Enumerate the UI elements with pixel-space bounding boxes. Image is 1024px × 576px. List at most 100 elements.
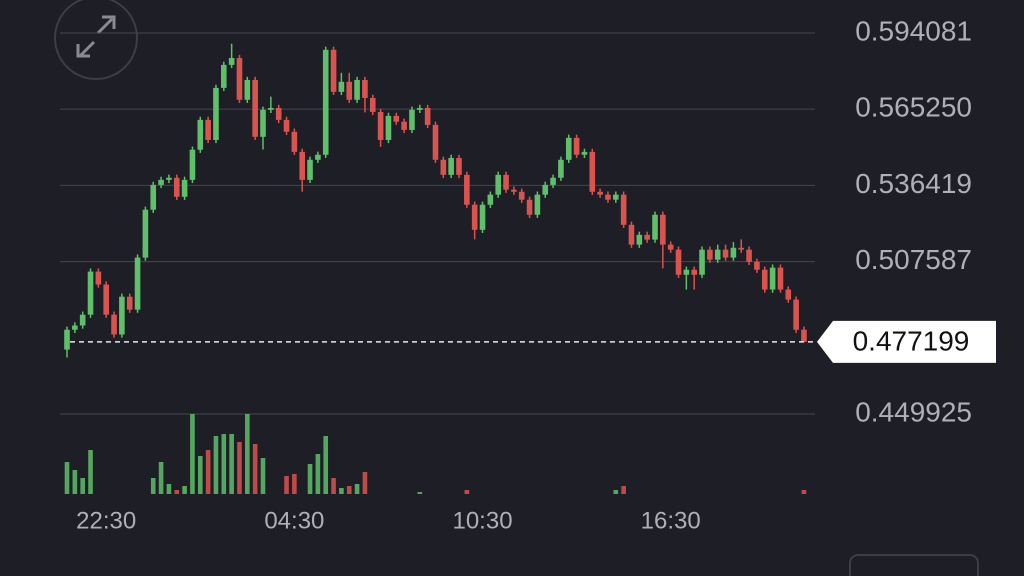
candle-body [495,174,501,195]
candle-body [95,271,102,285]
volume-bar [464,490,470,494]
candle-body [134,257,141,310]
candle-body [268,107,274,110]
y-tick-label: 0.507587 [855,244,972,275]
y-tick-label: 0.536419 [855,168,972,199]
candle-body [228,58,235,65]
candle-body [197,119,204,150]
candle-body [761,269,768,290]
volume-bar [252,444,258,494]
volume-bar [158,462,164,494]
candle-body [526,199,533,215]
candle-body [244,79,251,100]
candle-body [283,119,290,132]
candle-body [150,184,157,210]
candle-body [111,314,117,335]
candle-body [385,115,392,140]
last-price-label: 0.477199 [853,325,970,356]
candle-body [620,194,627,225]
candle-body [746,249,752,262]
candle-body [417,107,423,110]
candle-body [307,159,313,180]
candle-body [221,64,227,88]
volume-bar [88,450,93,494]
candle-body [362,79,368,98]
candle-body [369,97,376,112]
candle-body [315,154,321,160]
volume-bar [354,484,360,494]
volume-bar [80,478,85,494]
y-tick-label: 0.449925 [855,396,972,427]
candle-body [511,189,517,192]
volume-bar [362,472,368,494]
volume-bar [72,470,78,494]
candle-body [589,151,596,192]
volume-bar [190,414,195,494]
candle-body [126,296,133,310]
candle-body [338,81,345,92]
candle-body [660,214,666,245]
y-tick-label: 0.594081 [855,15,972,46]
candle-body [636,234,643,245]
candle-body [205,119,211,140]
candle-body [565,137,572,160]
candle-body [801,329,807,342]
candle-body [550,177,556,185]
volume-bar [182,486,187,494]
volume-bar [237,442,242,494]
volume-bar [323,436,329,494]
candle-body [299,151,305,180]
x-tick-label: 22:30 [76,507,136,534]
candle-body [189,149,196,180]
expand-icon [76,15,116,58]
candle-body [683,269,690,275]
volume-bar [260,458,266,494]
volume-bar [205,450,211,494]
volume-bar [331,478,336,494]
candle-body [440,159,447,175]
candle-body [64,329,70,350]
candle-body [487,194,494,205]
volume-bar [174,490,180,494]
candle-body [471,204,478,230]
candle-body [558,159,564,178]
candle-body [691,269,697,275]
candle-body [377,111,384,140]
candle-body [581,151,588,155]
candle-body [667,244,674,250]
volume-bar [307,464,313,494]
volume-bar [213,436,219,494]
candle-body [409,109,415,130]
expand-button[interactable] [54,0,138,80]
candle-body [103,284,109,315]
candle-body [464,174,470,205]
candle-body [456,157,462,175]
x-tick-label: 10:30 [452,507,512,534]
candle-body [424,107,431,125]
volume-bar [613,490,619,494]
candle-body [628,224,635,245]
volume-bar [197,456,203,494]
bottom-button[interactable] [849,554,979,576]
candle-body [769,267,776,290]
candle-body [346,81,353,100]
candle-body [707,249,713,260]
volume-bar [417,492,423,494]
x-tick-label: 04:30 [264,507,324,534]
y-tick-label: 0.565250 [855,92,972,123]
volume-bar [315,454,321,494]
candle-body [754,261,760,270]
candle-body [260,109,266,137]
candle-body [322,49,329,155]
volume-bar [64,462,70,494]
candle-body [738,247,745,250]
candle-body [158,179,164,185]
volume-bar [150,478,156,494]
volume-bar [801,490,807,494]
candle-body [605,194,611,200]
candle-body [699,249,705,275]
volume-bar [221,434,227,494]
